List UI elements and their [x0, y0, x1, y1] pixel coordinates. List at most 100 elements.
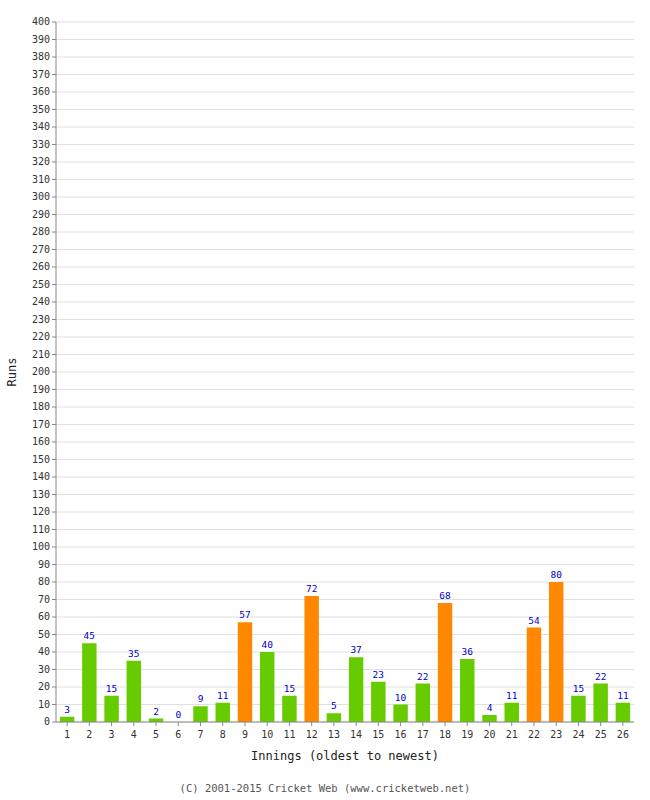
y-tick-label: 360	[32, 86, 50, 97]
x-tick-label: 13	[328, 729, 340, 740]
y-tick	[52, 529, 56, 530]
y-tick	[52, 22, 56, 23]
y-tick-label: 130	[32, 489, 50, 500]
bar	[193, 706, 207, 722]
bar	[571, 696, 585, 722]
y-tick-label: 240	[32, 296, 50, 307]
x-tick	[511, 722, 512, 726]
y-tick-label: 290	[32, 209, 50, 220]
x-tick-label: 6	[175, 729, 181, 740]
x-tick-label: 9	[242, 729, 248, 740]
y-tick	[52, 582, 56, 583]
data-label: 2	[153, 706, 159, 717]
x-tick	[67, 722, 68, 726]
data-label: 22	[417, 671, 428, 682]
x-tick	[200, 722, 201, 726]
x-tick	[533, 722, 534, 726]
data-label: 10	[395, 692, 407, 703]
x-tick-label: 3	[109, 729, 115, 740]
y-tick-label: 80	[38, 576, 50, 587]
x-tick-label: 15	[372, 729, 384, 740]
data-label: 36	[462, 646, 474, 657]
y-tick	[52, 319, 56, 320]
background	[0, 0, 650, 800]
y-tick	[52, 599, 56, 600]
grid-line	[56, 529, 634, 530]
y-tick-label: 110	[32, 524, 50, 535]
grid-line	[56, 284, 634, 285]
data-label: 35	[128, 648, 139, 659]
grid-line	[56, 442, 634, 443]
x-tick	[445, 722, 446, 726]
grid-line	[56, 22, 634, 23]
y-tick-label: 210	[32, 349, 50, 360]
y-tick	[52, 669, 56, 670]
y-tick-label: 100	[32, 541, 50, 552]
y-tick	[52, 109, 56, 110]
grid-line	[56, 687, 634, 688]
grid-line	[56, 232, 634, 233]
grid-line	[56, 214, 634, 215]
x-axis: 1234567891011121314151617181920212223242…	[64, 722, 629, 740]
x-tick-label: 18	[439, 729, 451, 740]
grid-line	[56, 372, 634, 373]
y-tick-label: 170	[32, 419, 50, 430]
bar	[393, 705, 407, 723]
x-tick	[89, 722, 90, 726]
grid-line	[56, 634, 634, 635]
y-tick-label: 250	[32, 279, 50, 290]
grid-line	[56, 494, 634, 495]
bar	[416, 684, 430, 723]
x-tick-label: 8	[220, 729, 226, 740]
data-label: 68	[439, 590, 451, 601]
bar	[149, 719, 163, 723]
y-tick-label: 320	[32, 156, 50, 167]
x-tick-label: 4	[131, 729, 137, 740]
grid-line	[56, 512, 634, 513]
y-tick	[52, 144, 56, 145]
x-tick	[111, 722, 112, 726]
y-tick	[52, 249, 56, 250]
bar	[482, 715, 496, 722]
y-tick	[52, 407, 56, 408]
grid-line	[56, 424, 634, 425]
grid-line	[56, 547, 634, 548]
y-tick	[52, 57, 56, 58]
grid-line	[56, 652, 634, 653]
y-tick	[52, 512, 56, 513]
x-tick-label: 21	[506, 729, 518, 740]
y-tick-label: 400	[32, 16, 50, 27]
x-tick	[244, 722, 245, 726]
y-tick	[52, 302, 56, 303]
x-tick-label: 17	[417, 729, 429, 740]
grid-line	[56, 74, 634, 75]
data-label: 15	[284, 683, 295, 694]
y-tick-label: 160	[32, 436, 50, 447]
grid-line	[56, 249, 634, 250]
y-tick-label: 390	[32, 34, 50, 45]
y-tick-label: 20	[38, 681, 50, 692]
grid-line	[56, 354, 634, 355]
data-label: 15	[106, 683, 117, 694]
y-tick	[52, 267, 56, 268]
data-label: 4	[487, 702, 493, 713]
y-tick	[52, 494, 56, 495]
y-tick	[52, 162, 56, 163]
y-tick-label: 220	[32, 331, 50, 342]
y-tick	[52, 284, 56, 285]
grid-line	[56, 57, 634, 58]
chart: 0102030405060708090100110120130140150160…	[0, 0, 650, 800]
grid-line	[56, 704, 634, 705]
bar	[549, 582, 563, 722]
x-tick	[156, 722, 157, 726]
footer: (C) 2001-2015 Cricket Web (www.cricketwe…	[180, 782, 471, 794]
x-tick	[178, 722, 179, 726]
y-tick	[52, 634, 56, 635]
x-tick	[356, 722, 357, 726]
data-label: 37	[350, 644, 361, 655]
bar	[104, 696, 118, 722]
y-tick	[52, 477, 56, 478]
x-tick	[467, 722, 468, 726]
x-axis-line	[56, 722, 634, 723]
x-tick-label: 10	[261, 729, 273, 740]
